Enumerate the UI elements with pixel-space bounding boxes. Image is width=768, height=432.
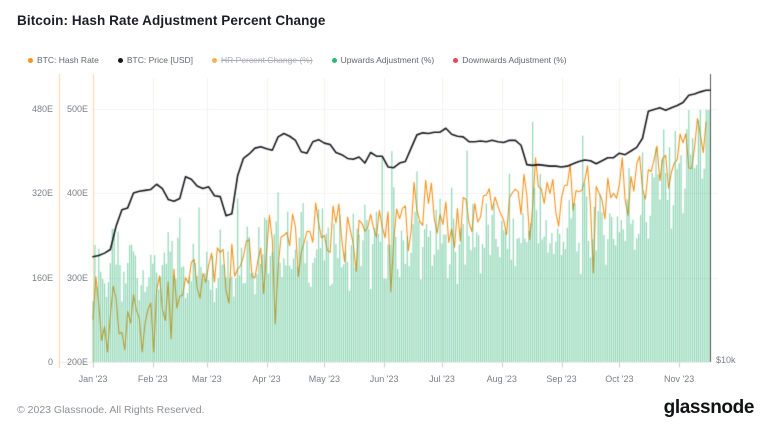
glassnode-logo: glassnode [663,397,755,418]
copyright-text: © 2023 Glassnode. All Rights Reserved. [17,404,205,416]
